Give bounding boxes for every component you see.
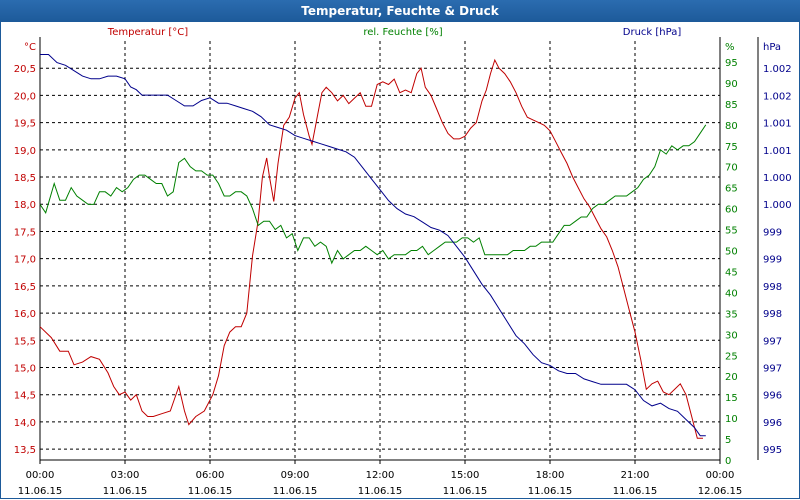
y-tick-label-pressure: 1.002	[763, 64, 792, 75]
y-tick-label-temperature: 17,0	[14, 255, 36, 266]
y-tick-label-temperature: 18,0	[14, 200, 36, 211]
y-tick-label-humidity: 50	[725, 247, 738, 258]
y-tick-label-humidity: 65	[725, 184, 738, 195]
x-tick-label-time: 03:00	[111, 470, 140, 481]
legend-temperature: Temperatur [°C]	[107, 27, 188, 38]
y-tick-label-humidity: 40	[725, 288, 738, 299]
y-tick-label-temperature: 15,5	[14, 336, 36, 347]
y-tick-label-temperature: 14,5	[14, 391, 36, 402]
y-tick-label-humidity: 70	[725, 163, 738, 174]
y-tick-label-humidity: 85	[725, 100, 738, 111]
y-tick-label-temperature: 20,5	[14, 64, 36, 75]
x-tick-label-time: 06:00	[196, 470, 225, 481]
x-tick-label-date: 11.06.15	[443, 486, 488, 497]
y-tick-label-humidity: 80	[725, 121, 738, 132]
x-tick-label-time: 09:00	[281, 470, 310, 481]
y-tick-label-humidity: 10	[725, 414, 738, 425]
x-tick-label-date: 11.06.15	[528, 486, 573, 497]
x-tick-label-date: 11.06.15	[273, 486, 318, 497]
y-tick-label-pressure: 998	[763, 309, 782, 320]
x-tick-label-date: 11.06.15	[18, 486, 63, 497]
y-tick-label-humidity: 15	[725, 393, 738, 404]
y-tick-label-temperature: 16,5	[14, 282, 36, 293]
y-tick-label-temperature: 13,5	[14, 445, 36, 456]
y-tick-label-humidity: 20	[725, 372, 738, 383]
y-tick-label-temperature: 19,5	[14, 119, 36, 130]
x-tick-label-date: 11.06.15	[358, 486, 403, 497]
chart-title: Temperatur, Feuchte & Druck	[0, 0, 800, 22]
axis-unit-temperature: °C	[24, 42, 36, 53]
y-tick-label-pressure: 998	[763, 282, 782, 293]
y-tick-label-humidity: 30	[725, 330, 738, 341]
x-tick-label-time: 00:00	[26, 470, 55, 481]
y-tick-label-humidity: 95	[725, 58, 738, 69]
y-tick-label-humidity: 5	[725, 435, 731, 446]
y-tick-label-humidity: 60	[725, 205, 738, 216]
y-tick-label-pressure: 1.002	[763, 91, 792, 102]
y-tick-label-temperature: 18,5	[14, 173, 36, 184]
x-tick-label-date: 11.06.15	[613, 486, 658, 497]
x-tick-label-time: 00:00	[706, 470, 735, 481]
axis-unit-pressure: hPa	[763, 42, 781, 53]
x-tick-label-time: 12:00	[366, 470, 395, 481]
x-tick-label-time: 15:00	[451, 470, 480, 481]
y-tick-label-humidity: 75	[725, 142, 738, 153]
y-tick-label-humidity: 35	[725, 309, 738, 320]
legend-humidity: rel. Feuchte [%]	[363, 27, 442, 38]
y-tick-label-pressure: 997	[763, 336, 782, 347]
y-tick-label-temperature: 16,0	[14, 309, 36, 320]
series-line-humidity	[39, 124, 707, 265]
y-tick-label-temperature: 17,5	[14, 227, 36, 238]
y-tick-label-temperature: 19,0	[14, 146, 36, 157]
y-tick-label-humidity: 45	[725, 267, 738, 278]
legend-pressure: Druck [hPa]	[623, 27, 682, 38]
series-line-pressure	[40, 54, 706, 437]
y-tick-label-temperature: 15,0	[14, 363, 36, 374]
x-tick-label-time: 18:00	[536, 470, 565, 481]
series-line-temperature	[39, 58, 703, 439]
y-tick-label-temperature: 20,0	[14, 91, 36, 102]
x-tick-label-date: 12.06.15	[698, 486, 743, 497]
x-tick-label-date: 11.06.15	[188, 486, 233, 497]
y-tick-label-pressure: 1.000	[763, 173, 792, 184]
y-tick-label-pressure: 999	[763, 255, 782, 266]
y-tick-label-temperature: 14,0	[14, 418, 36, 429]
y-tick-label-pressure: 1.001	[763, 119, 792, 130]
y-tick-label-pressure: 997	[763, 363, 782, 374]
x-tick-label-date: 11.06.15	[103, 486, 148, 497]
y-tick-label-pressure: 1.000	[763, 200, 792, 211]
y-tick-label-pressure: 995	[763, 445, 782, 456]
y-tick-label-humidity: 55	[725, 226, 738, 237]
y-tick-label-pressure: 1.001	[763, 146, 792, 157]
y-tick-label-pressure: 996	[763, 418, 782, 429]
y-tick-label-pressure: 999	[763, 227, 782, 238]
y-tick-label-pressure: 996	[763, 391, 782, 402]
y-tick-label-humidity: 25	[725, 351, 738, 362]
x-tick-label-time: 21:00	[621, 470, 650, 481]
axis-unit-humidity: %	[725, 42, 735, 53]
y-tick-label-humidity: 90	[725, 79, 738, 90]
y-tick-label-humidity: 0	[725, 456, 731, 467]
